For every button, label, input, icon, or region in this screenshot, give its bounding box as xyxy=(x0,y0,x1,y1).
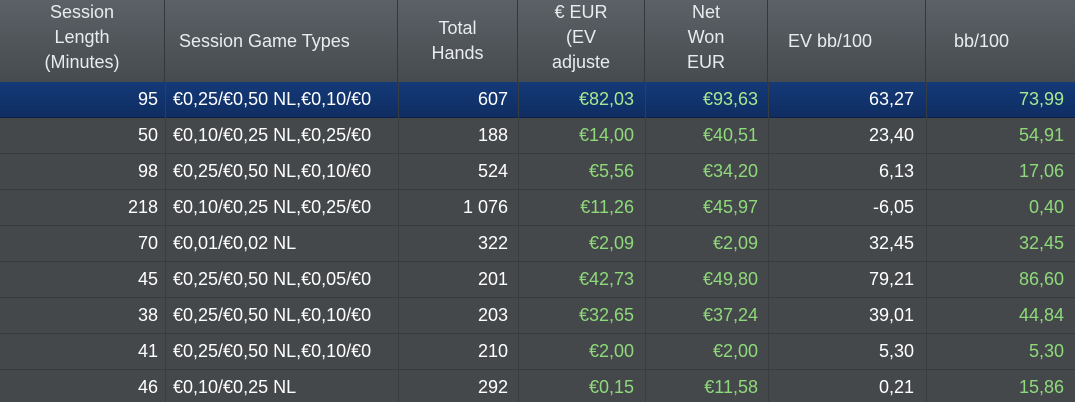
cell-ev-eur: €2,00 xyxy=(588,341,634,361)
cell-types: €0,10/€0,25 NL,€0,25/€0 xyxy=(173,125,372,145)
cell-net-won: €37,24 xyxy=(702,305,758,325)
cell-types: €0,25/€0,50 NL,€0,10/€0 xyxy=(173,305,372,325)
column-divider xyxy=(398,82,399,402)
cell-ev-bb: 23,40 xyxy=(868,125,914,145)
cell-bb: 86,60 xyxy=(1018,269,1064,289)
cell-ev-eur: €5,56 xyxy=(588,161,634,181)
cell-ev-eur: €82,03 xyxy=(578,89,634,109)
column-header-ev-bb-100[interactable]: EV bb/100 xyxy=(768,0,926,82)
cell-ev-bb: 32,45 xyxy=(868,233,914,253)
column-header-bb-100[interactable]: bb/100 xyxy=(954,30,1010,51)
cell-ev-bb: -6,05 xyxy=(872,197,914,217)
table-row[interactable]: 95 €0,25/€0,50 NL,€0,10/€0 607 €82,03 €93,63… xyxy=(0,82,1075,118)
cell-ev-eur: €0,15 xyxy=(588,377,634,397)
cell-ev-eur: €14,00 xyxy=(578,125,634,145)
cell-types: €0,25/€0,50 NL,€0,05/€0 xyxy=(173,269,372,289)
cell-types: €0,10/€0,25 NL xyxy=(173,377,297,397)
cell-hands: 322 xyxy=(477,233,508,253)
cell-net-won: €40,51 xyxy=(702,125,758,145)
cell-length: 38 xyxy=(137,305,158,325)
cell-bb: 73,99 xyxy=(1018,89,1064,109)
cell-hands: 607 xyxy=(477,89,508,109)
cell-net-won: €49,80 xyxy=(702,269,758,289)
cell-hands: 203 xyxy=(477,305,508,325)
table-row[interactable]: 98 €0,25/€0,50 NL,€0,10/€0 524 €5,56 €34,20 6… xyxy=(0,154,1075,190)
cell-ev-bb: 0,21 xyxy=(878,377,914,397)
cell-length: 218 xyxy=(127,197,158,217)
table-row[interactable]: 38 €0,25/€0,50 NL,€0,10/€0 203 €32,65 €37,24… xyxy=(0,298,1075,334)
cell-net-won: €34,20 xyxy=(702,161,758,181)
cell-hands: 292 xyxy=(477,377,508,397)
cell-bb: 44,84 xyxy=(1018,305,1064,325)
cell-ev-bb: 39,01 xyxy=(868,305,914,325)
column-divider xyxy=(768,82,769,402)
cell-length: 50 xyxy=(137,125,158,145)
cell-ev-eur: €42,73 xyxy=(578,269,634,289)
cell-bb: 5,30 xyxy=(1028,341,1064,361)
cell-ev-bb: 5,30 xyxy=(878,341,914,361)
column-header-net-won-eur[interactable]: Net Won EUR xyxy=(645,0,768,82)
cell-bb: 15,86 xyxy=(1018,377,1064,397)
table-row[interactable]: 50 €0,10/€0,25 NL,€0,25/€0 188 €14,00 €40,51… xyxy=(0,118,1075,154)
table-row[interactable]: 46 €0,10/€0,25 NL 292 €0,15 €11,58 0,21 15,86 xyxy=(0,370,1075,402)
cell-ev-bb: 63,27 xyxy=(868,89,914,109)
column-header-ev-eur[interactable]: € EUR (EV adjuste xyxy=(518,0,645,82)
table-row[interactable]: 70 €0,01/€0,02 NL 322 €2,09 €2,09 32,45 32,45 xyxy=(0,226,1075,262)
table-row[interactable]: 41 €0,25/€0,50 NL,€0,10/€0 210 €2,00 €2,00 5,… xyxy=(0,334,1075,370)
cell-net-won: €11,58 xyxy=(704,377,758,397)
column-divider xyxy=(926,82,927,402)
table-row[interactable]: 218 €0,10/€0,25 NL,€0,25/€0 1 076 €11,26 €45… xyxy=(0,190,1075,226)
column-header-session-game-types[interactable]: Session Game Types xyxy=(165,0,398,82)
cell-types: €0,25/€0,50 NL,€0,10/€0 xyxy=(173,341,372,361)
cell-bb: 32,45 xyxy=(1018,233,1064,253)
cell-ev-eur: €11,26 xyxy=(580,197,634,217)
column-divider xyxy=(518,82,519,402)
column-header-session-length[interactable]: Session Length (Minutes) xyxy=(0,0,165,82)
cell-length: 98 xyxy=(137,161,158,181)
cell-hands: 188 xyxy=(477,125,508,145)
cell-types: €0,25/€0,50 NL,€0,10/€0 xyxy=(173,161,372,181)
cell-net-won: €45,97 xyxy=(702,197,758,217)
table-row[interactable]: 45 €0,25/€0,50 NL,€0,05/€0 201 €42,73 €49,80… xyxy=(0,262,1075,298)
cell-bb: 54,91 xyxy=(1018,125,1064,145)
cell-ev-eur: €32,65 xyxy=(578,305,634,325)
cell-hands: 210 xyxy=(477,341,508,361)
cell-bb: 0,40 xyxy=(1028,197,1064,217)
cell-hands: 201 xyxy=(477,269,508,289)
cell-ev-bb: 79,21 xyxy=(868,269,914,289)
cell-length: 46 xyxy=(137,377,158,397)
column-header-total-hands[interactable]: Total Hands xyxy=(398,0,518,82)
cell-hands: 1 076 xyxy=(462,197,508,217)
cell-net-won: €2,00 xyxy=(712,341,758,361)
column-divider xyxy=(645,82,646,402)
cell-length: 41 xyxy=(137,341,158,361)
cell-types: €0,10/€0,25 NL,€0,25/€0 xyxy=(173,197,372,217)
cell-types: €0,01/€0,02 NL xyxy=(173,233,297,253)
cell-length: 45 xyxy=(137,269,158,289)
cell-types: €0,25/€0,50 NL,€0,10/€0 xyxy=(173,89,372,109)
cell-ev-eur: €2,09 xyxy=(588,233,634,253)
cell-net-won: €93,63 xyxy=(702,89,758,109)
cell-length: 95 xyxy=(137,89,158,109)
cell-net-won: €2,09 xyxy=(712,233,758,253)
cell-hands: 524 xyxy=(477,161,508,181)
cell-bb: 17,06 xyxy=(1018,161,1064,181)
column-header-row: Session Length (Minutes) Session Game Ty… xyxy=(0,0,1075,83)
cell-length: 70 xyxy=(137,233,158,253)
cell-ev-bb: 6,13 xyxy=(878,161,914,181)
column-divider xyxy=(165,82,166,402)
